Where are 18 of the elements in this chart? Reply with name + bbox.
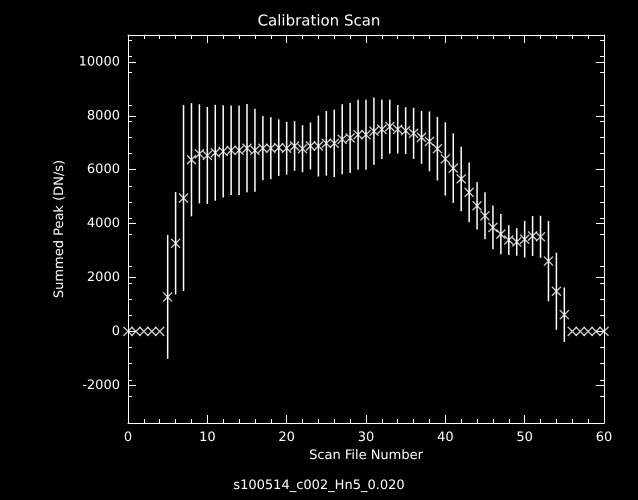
x-tick-label: 10 (199, 430, 216, 445)
text: s100514_c002_Hn5_0.020 (233, 478, 405, 493)
x-tick-label: 50 (516, 430, 533, 445)
chart-title: Calibration Scan (258, 12, 380, 30)
y-tick-label: 10000 (78, 54, 120, 70)
x-tick-label: 30 (358, 430, 374, 445)
y-tick-label: -2000 (82, 378, 120, 393)
y-tick-label: 4000 (86, 216, 120, 232)
x-axis-title: Scan File Number (309, 448, 424, 463)
y-tick-label: 2000 (86, 270, 120, 285)
y-axis-title: Summed Peak (DN/s) (52, 160, 67, 298)
x-tick-label: 60 (596, 430, 612, 445)
x-tick-label: 20 (278, 430, 295, 445)
y-tick-label: 6000 (86, 162, 120, 178)
x-tick-label: 0 (124, 430, 132, 445)
y-tick-label: 8000 (86, 108, 120, 124)
x-tick-label: 40 (437, 430, 454, 445)
y-tick-label: 0 (112, 324, 120, 339)
